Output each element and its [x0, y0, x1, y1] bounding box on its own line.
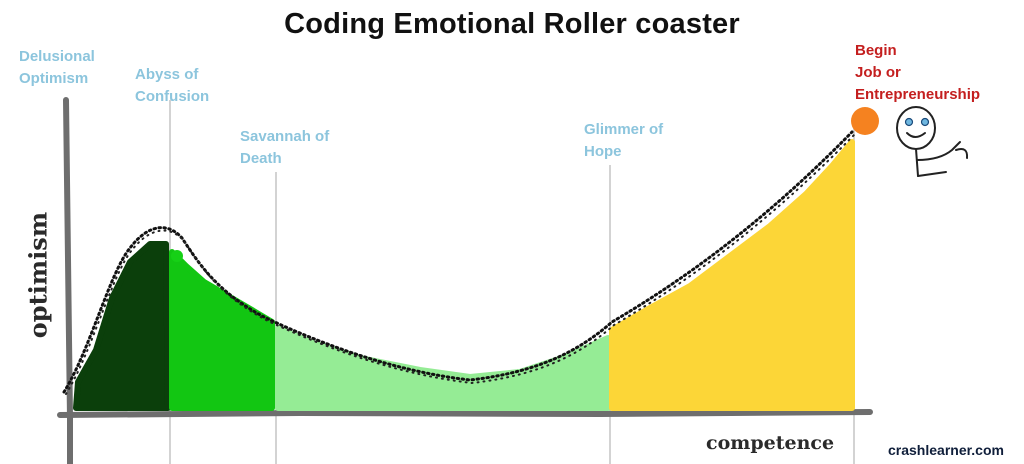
x-axis — [57, 409, 873, 418]
region-abyss-of-confusion — [169, 249, 275, 411]
x-axis-label: competence — [706, 432, 835, 454]
stage-label-glimmer-of-hope: Glimmer of Hope — [584, 121, 664, 160]
abyss-peak-dot — [171, 250, 183, 262]
stage-label-abyss-of-confusion: Abyss of Confusion — [135, 66, 210, 105]
stick-figure-icon — [896, 106, 969, 177]
region-savannah-of-death — [275, 325, 611, 411]
region-glimmer-of-hope — [609, 139, 855, 411]
y-axis — [63, 97, 73, 464]
roller-coaster-curve-shadow — [65, 134, 855, 395]
stage-label-savannah-of-death: Savannah of Death — [240, 128, 330, 167]
region-delusional-optimism — [73, 241, 171, 411]
orange-dot-icon — [851, 107, 879, 135]
diagram-title: Coding Emotional Roller coaster — [284, 8, 740, 40]
roller-coaster-curve — [62, 130, 854, 394]
brand-watermark: crashlearner.com — [888, 442, 1004, 458]
stage-label-delusional-optimism: Delusional Optimism — [19, 48, 95, 87]
stage-label-begin-job: Begin Job or Entrepreneurship — [855, 42, 981, 103]
y-axis-label: optimism — [23, 211, 53, 339]
